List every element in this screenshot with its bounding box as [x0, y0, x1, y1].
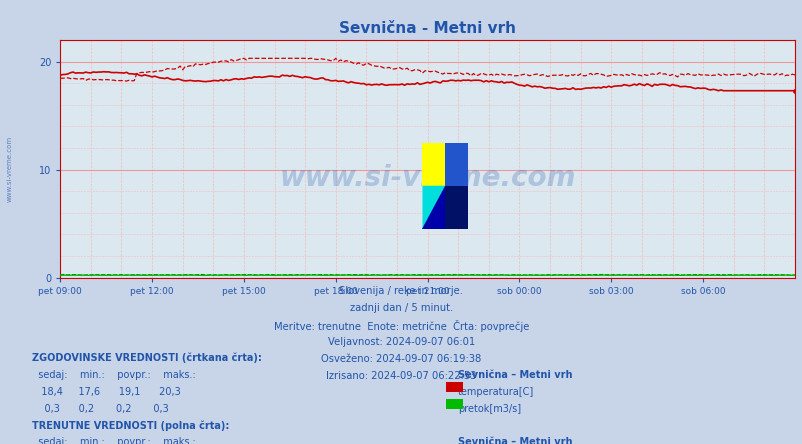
Text: sedaj:    min.:    povpr.:    maks.:: sedaj: min.: povpr.: maks.:: [32, 370, 196, 380]
Polygon shape: [422, 186, 445, 229]
Polygon shape: [422, 186, 445, 229]
Text: TRENUTNE VREDNOSTI (polna črta):: TRENUTNE VREDNOSTI (polna črta):: [32, 420, 229, 431]
Text: Sevnična – Metni vrh: Sevnična – Metni vrh: [457, 437, 572, 444]
Text: 0,3      0,2       0,2       0,3: 0,3 0,2 0,2 0,3: [32, 404, 168, 414]
Text: zadnji dan / 5 minut.: zadnji dan / 5 minut.: [350, 303, 452, 313]
Text: Sevnična – Metni vrh: Sevnična – Metni vrh: [457, 370, 572, 380]
Title: Sevnična - Metni vrh: Sevnična - Metni vrh: [338, 21, 516, 36]
Polygon shape: [445, 186, 468, 229]
Text: www.si-vreme.com: www.si-vreme.com: [279, 164, 575, 192]
Text: Veljavnost: 2024-09-07 06:01: Veljavnost: 2024-09-07 06:01: [327, 337, 475, 347]
Polygon shape: [422, 143, 445, 186]
Polygon shape: [445, 143, 468, 186]
Text: www.si-vreme.com: www.si-vreme.com: [6, 136, 13, 202]
Text: temperatura[C]: temperatura[C]: [457, 387, 533, 397]
Text: pretok[m3/s]: pretok[m3/s]: [457, 404, 520, 414]
Text: Slovenija / reke in morje.: Slovenija / reke in morje.: [339, 286, 463, 297]
Text: sedaj:    min.:    povpr.:    maks.:: sedaj: min.: povpr.: maks.:: [32, 437, 196, 444]
Text: Osveženo: 2024-09-07 06:19:38: Osveženo: 2024-09-07 06:19:38: [321, 354, 481, 364]
Text: Meritve: trenutne  Enote: metrične  Črta: povprečje: Meritve: trenutne Enote: metrične Črta: …: [273, 320, 529, 332]
Text: ZGODOVINSKE VREDNOSTI (črtkana črta):: ZGODOVINSKE VREDNOSTI (črtkana črta):: [32, 353, 261, 364]
Text: 18,4     17,6      19,1      20,3: 18,4 17,6 19,1 20,3: [32, 387, 180, 397]
Text: Izrisano: 2024-09-07 06:22:53: Izrisano: 2024-09-07 06:22:53: [326, 371, 476, 381]
